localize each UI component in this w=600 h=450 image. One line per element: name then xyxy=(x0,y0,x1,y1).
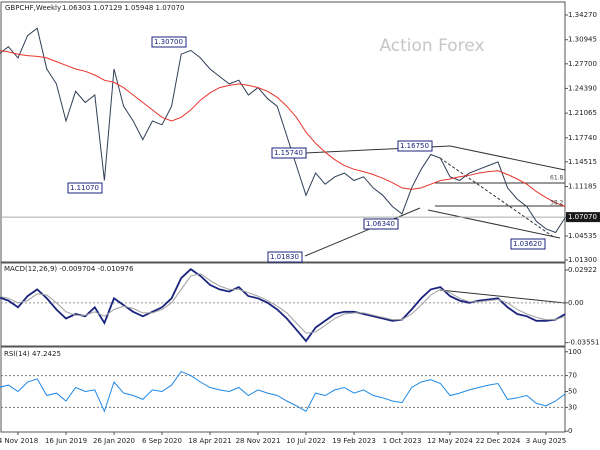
annotation-box xyxy=(151,36,187,48)
rsi-title: RSI(14) 47.2425 xyxy=(4,350,61,358)
annotation: 1.16750 xyxy=(400,142,429,150)
series-line xyxy=(0,273,566,334)
y-tick-label: 1.17740 xyxy=(568,134,597,142)
annotation: 38.2 xyxy=(550,200,564,207)
x-tick-label: 16 Jun 2019 xyxy=(45,437,87,445)
annotation: 61.8 xyxy=(550,175,564,182)
y-tick-label: 1.01300 xyxy=(568,256,597,264)
series-line xyxy=(0,27,566,234)
y-tick-label: 0.00 xyxy=(568,299,584,307)
annotation: 1.06340 xyxy=(366,220,395,228)
x-tick-label: 26 Jan 2020 xyxy=(93,437,135,445)
y-tick-label: 100 xyxy=(568,348,581,356)
ohlc: 1.06303 1.07129 1.05948 1.07070 xyxy=(62,4,184,12)
y-tick-label: 1.24390 xyxy=(568,84,597,92)
annotation-box xyxy=(67,182,103,194)
x-tick-label: 6 Sep 2020 xyxy=(142,437,182,445)
current-price-box xyxy=(566,212,600,223)
x-tick-label: 28 Nov 2021 xyxy=(236,437,281,445)
y-tick-label: 1.34270 xyxy=(568,11,597,19)
rsi-pane xyxy=(0,346,566,433)
y-tick-label: 0.02922 xyxy=(568,266,597,274)
series-line xyxy=(0,50,566,207)
trendlines xyxy=(304,145,566,304)
x-tick-label: 12 May 2024 xyxy=(427,437,473,445)
y-tick-label: 1.27700 xyxy=(568,60,597,68)
y-tick-label: 1.04535 xyxy=(568,232,597,240)
annotation-box xyxy=(271,147,307,159)
annotation: 1.15740 xyxy=(274,149,303,157)
annotation-box xyxy=(510,238,546,250)
series-line xyxy=(0,268,566,343)
y-tick-label: 1.14515 xyxy=(568,158,597,166)
watermark: Action Forex xyxy=(379,36,484,56)
x-tick-label: 19 Feb 2023 xyxy=(332,437,376,445)
x-tick-label: 4 Nov 2018 xyxy=(0,437,38,445)
y-tick-label: -0.035518 xyxy=(568,339,600,347)
y-tick-label: 70 xyxy=(568,372,577,380)
y-tick-label: 30 xyxy=(568,403,577,411)
y-tick-label: 0 xyxy=(568,427,572,435)
series-line xyxy=(0,370,566,413)
y-tick-label: 1.21065 xyxy=(568,109,597,117)
annotation: 1.03620 xyxy=(513,240,542,248)
x-tick-label: 10 Jul 2022 xyxy=(286,437,326,445)
x-tick-label: 3 Aug 2025 xyxy=(526,437,566,445)
macd-title: MACD(12,26,9) -0.009704 -0.010976 xyxy=(4,265,134,273)
annotation: 1.11070 xyxy=(70,184,99,192)
y-tick-label: 1.11185 xyxy=(568,183,597,191)
chart-title: GBPCHF,Weekly xyxy=(5,4,61,12)
annotation-box xyxy=(397,140,433,152)
x-tick-label: 18 Apr 2021 xyxy=(188,437,231,445)
annotation-box xyxy=(363,218,399,230)
annotation: 1.30700 xyxy=(154,38,183,46)
y-tick-label: 1.07070 xyxy=(568,213,597,221)
macd-pane xyxy=(0,262,566,347)
x-tick-label: 22 Dec 2024 xyxy=(476,437,521,445)
y-tick-label: 50 xyxy=(568,387,577,395)
x-tick-label: 1 Oct 2023 xyxy=(383,437,422,445)
annotation: 1.01830 xyxy=(270,253,299,261)
y-tick-label: 1.30945 xyxy=(568,36,597,44)
annotation-box xyxy=(267,251,303,263)
